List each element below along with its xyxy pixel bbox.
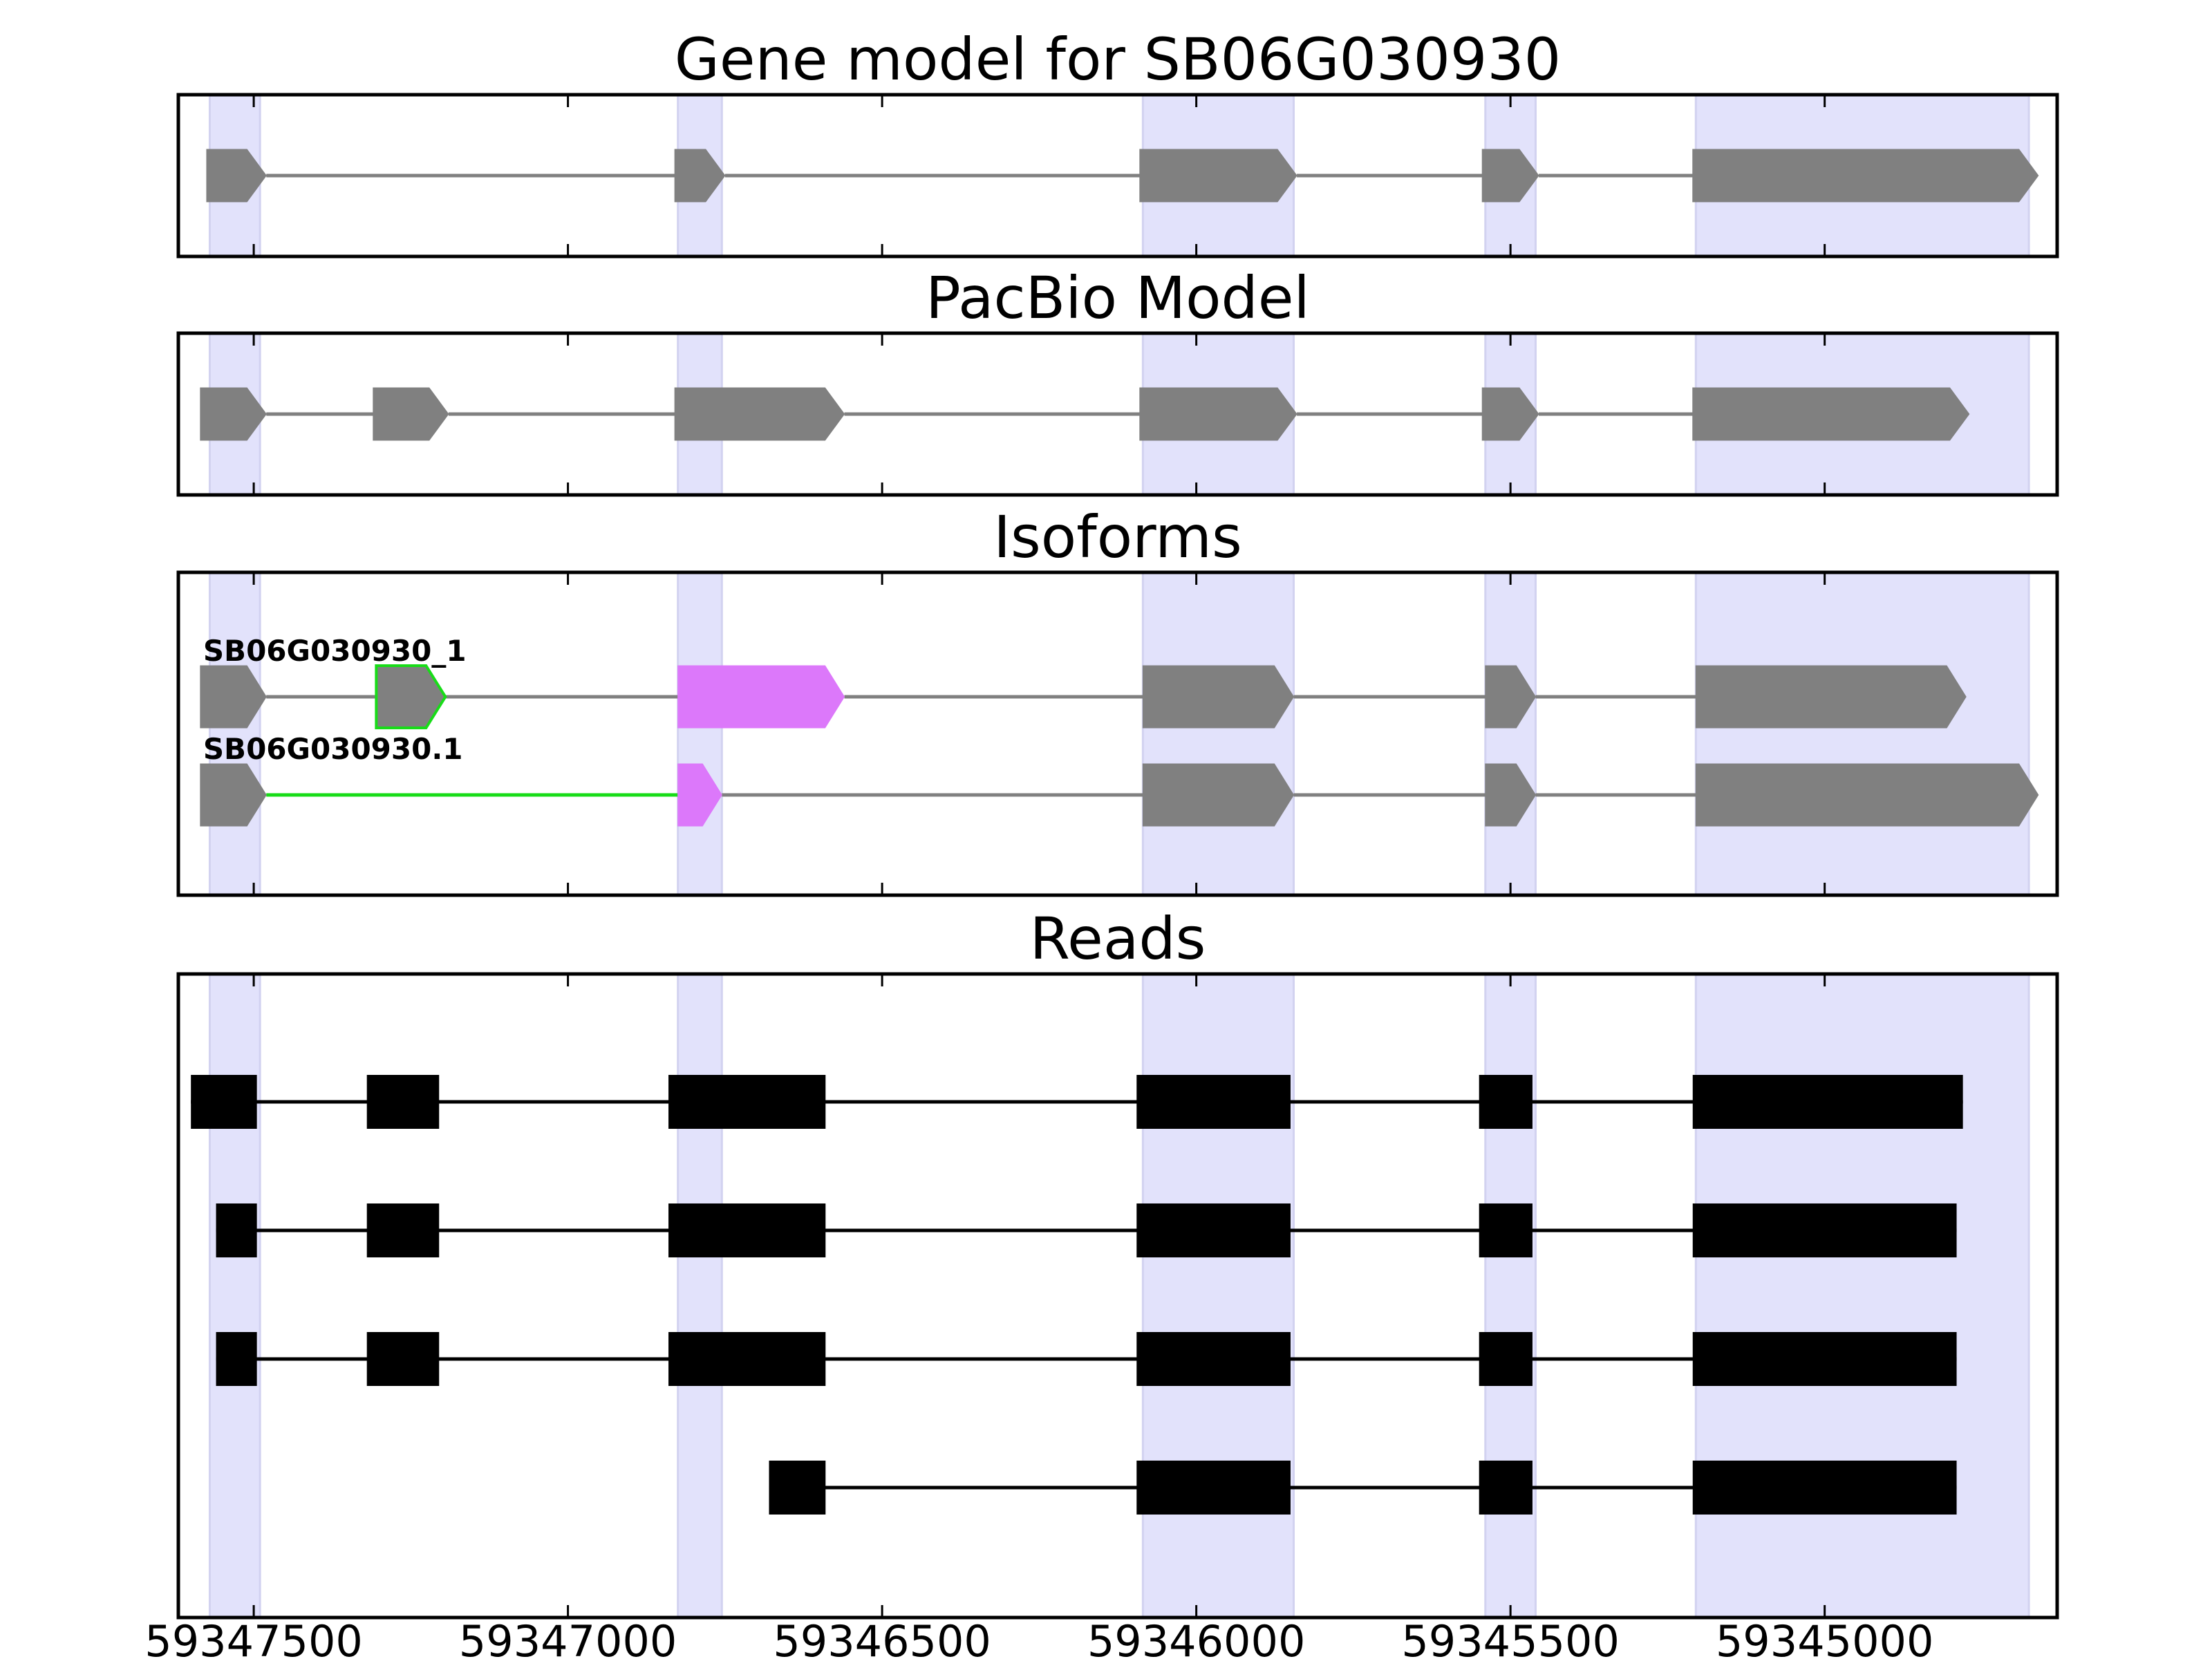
read-block bbox=[1479, 1332, 1533, 1386]
highlight-band bbox=[1694, 973, 2030, 1619]
x-tick-label: 59345000 bbox=[1716, 1616, 1934, 1659]
read-block bbox=[1136, 1075, 1291, 1129]
highlight-band bbox=[1484, 571, 1537, 897]
exon bbox=[1695, 665, 1967, 729]
read-block bbox=[1692, 1461, 1957, 1515]
exon bbox=[1139, 149, 1297, 203]
panel-title: Reads bbox=[1030, 905, 1206, 973]
read-block bbox=[366, 1332, 440, 1386]
exon bbox=[373, 387, 449, 441]
x-tick-label: 59347500 bbox=[144, 1616, 363, 1659]
exon bbox=[1695, 763, 2039, 827]
exon bbox=[1692, 387, 1970, 441]
exon bbox=[674, 387, 845, 441]
exon bbox=[200, 665, 267, 729]
read-block bbox=[668, 1203, 826, 1257]
unique-exon bbox=[677, 763, 722, 827]
read-block bbox=[769, 1461, 826, 1515]
exon bbox=[200, 763, 267, 827]
read-block bbox=[668, 1332, 826, 1386]
isoform-label: SB06G030930_1 bbox=[203, 634, 467, 668]
panel-title: Gene model for SB06G030930 bbox=[675, 26, 1561, 93]
highlight-band bbox=[208, 571, 261, 897]
read-block bbox=[366, 1075, 440, 1129]
panel-4: Reads bbox=[176, 905, 2059, 1620]
panel-frame bbox=[176, 93, 2059, 259]
read-block bbox=[366, 1203, 440, 1257]
x-tick-label: 59345500 bbox=[1401, 1616, 1620, 1659]
highlight-band bbox=[677, 571, 723, 897]
exon bbox=[1142, 763, 1295, 827]
panel-title: PacBio Model bbox=[926, 264, 1310, 332]
panel-3: Isoforms SB06G030930_1 SB06G030930.1 bbox=[176, 503, 2059, 897]
x-tick-label: 59346000 bbox=[1087, 1616, 1306, 1659]
read-block bbox=[1692, 1332, 1957, 1386]
exon bbox=[1485, 665, 1537, 729]
highlight-band bbox=[1141, 973, 1295, 1619]
x-tick-label: 59347000 bbox=[459, 1616, 677, 1659]
read-block bbox=[191, 1075, 257, 1129]
read-block bbox=[1136, 1461, 1291, 1515]
read-block bbox=[216, 1203, 257, 1257]
highlight-band bbox=[1141, 571, 1295, 897]
highlight-band bbox=[208, 973, 261, 1619]
exon bbox=[1485, 763, 1537, 827]
read-block bbox=[1136, 1332, 1291, 1386]
highlight-band bbox=[1484, 973, 1537, 1619]
novel-exon bbox=[375, 664, 447, 729]
exon bbox=[674, 149, 726, 203]
exon bbox=[1139, 387, 1297, 441]
exon bbox=[206, 149, 267, 203]
panel-2: PacBio Model bbox=[176, 264, 2059, 497]
read-block bbox=[216, 1332, 257, 1386]
panel-frame bbox=[176, 331, 2059, 497]
read-block bbox=[1479, 1461, 1533, 1515]
exon bbox=[1142, 665, 1295, 729]
exon bbox=[1481, 387, 1539, 441]
isoform-label: SB06G030930.1 bbox=[203, 732, 463, 766]
unique-exon bbox=[677, 665, 845, 729]
panel-frame bbox=[176, 972, 2059, 1620]
panel-title: Isoforms bbox=[993, 503, 1242, 571]
exon bbox=[1692, 149, 2039, 203]
x-tick-label: 59346500 bbox=[773, 1616, 991, 1659]
exon bbox=[1481, 149, 1539, 203]
read-block bbox=[1479, 1203, 1533, 1257]
exon bbox=[200, 387, 267, 441]
read-block bbox=[1692, 1203, 1957, 1257]
panel-1: Gene model for SB06G030930 bbox=[176, 26, 2059, 259]
read-block bbox=[1692, 1075, 1963, 1129]
highlight-band bbox=[677, 973, 723, 1619]
panel-frame bbox=[176, 570, 2059, 897]
read-block bbox=[1136, 1203, 1291, 1257]
highlight-band bbox=[1694, 571, 2030, 897]
read-block bbox=[668, 1075, 826, 1129]
read-block bbox=[1479, 1075, 1533, 1129]
